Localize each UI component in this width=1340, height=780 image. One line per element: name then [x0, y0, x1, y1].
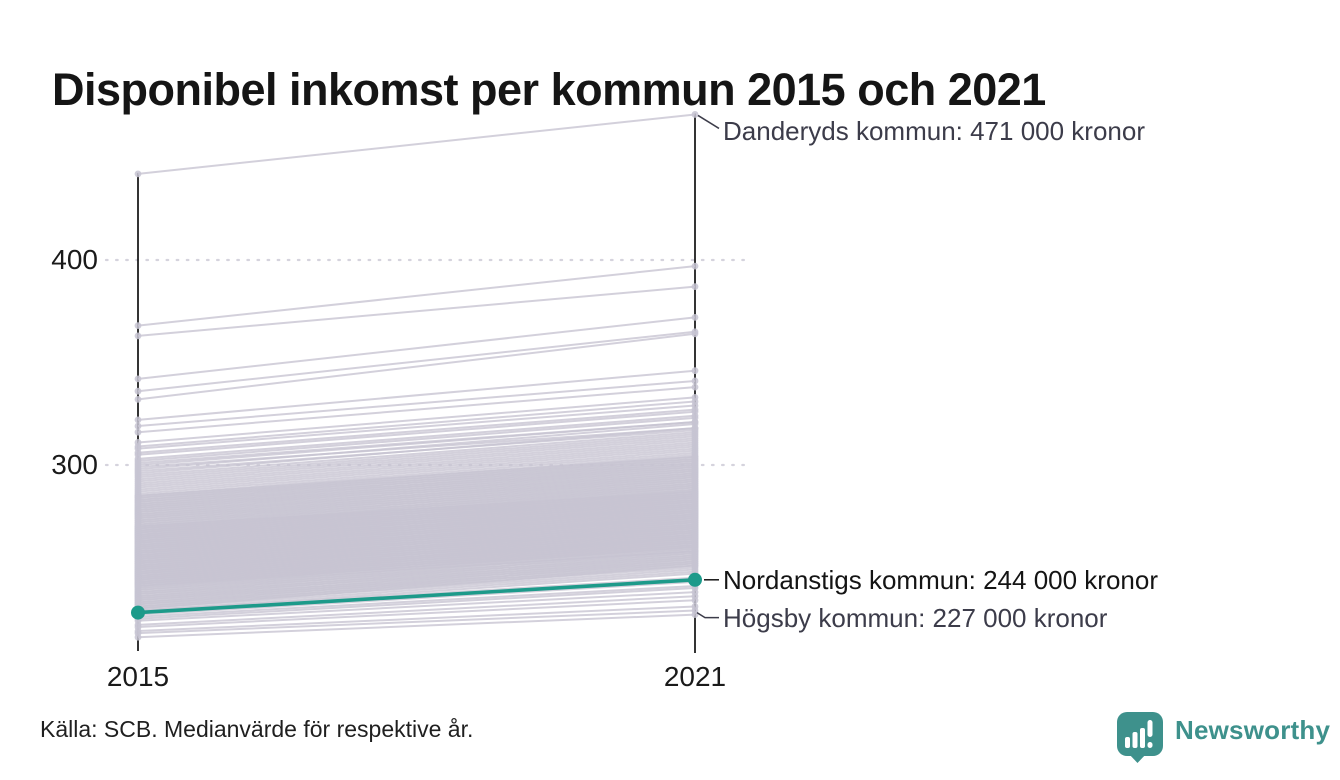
- page-title: Disponibel inkomst per kommun 2015 och 2…: [52, 64, 1046, 116]
- brand-name: Newsworthy: [1175, 715, 1331, 745]
- annotation-hogsby: Högsby kommun: 227 000 kronor: [723, 602, 1108, 633]
- newsworthy-speech-bubble-bar-chart-icon: [1117, 712, 1163, 763]
- y-axis-tick-300: 300: [51, 449, 98, 480]
- brand-logo: Newsworthy: [1116, 711, 1330, 765]
- annotation-nordanstig: Nordanstigs kommun: 244 000 kronor: [723, 564, 1159, 595]
- annotation-danderyd: Danderyds kommun: 471 000 kronor: [723, 116, 1146, 147]
- y-axis-tick-400: 400: [51, 244, 98, 275]
- x-axis-label-2015: 2015: [106, 661, 170, 692]
- source-note: Källa: SCB. Medianvärde för respektive å…: [40, 716, 474, 742]
- x-axis-label-2021: 2021: [663, 661, 727, 692]
